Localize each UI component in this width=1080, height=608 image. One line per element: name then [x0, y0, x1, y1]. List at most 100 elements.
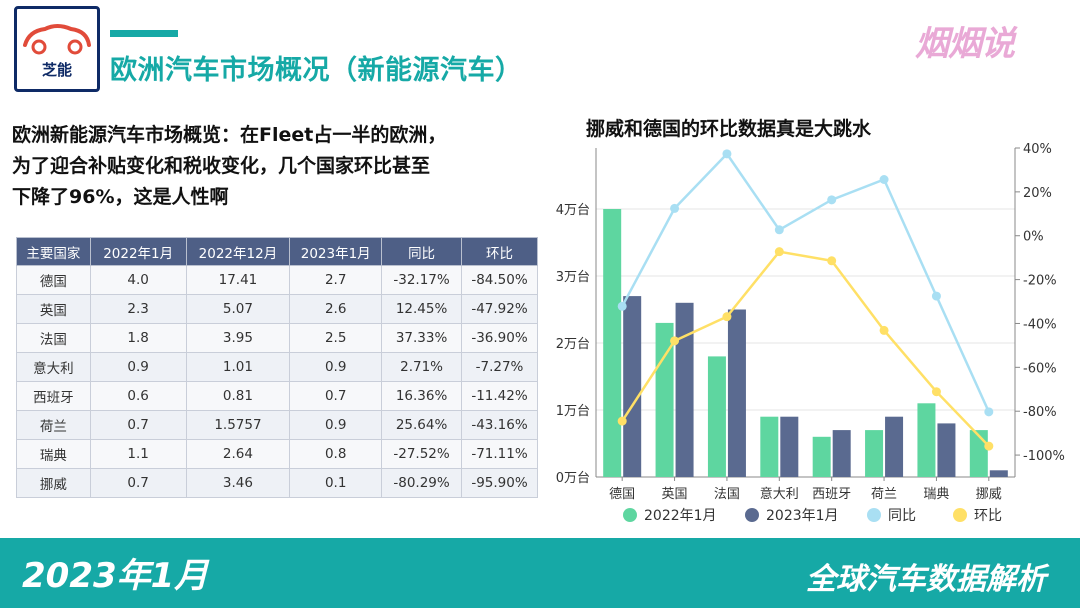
- bar-2022-jan: [760, 416, 779, 477]
- footer-date: 2023年1月: [22, 556, 209, 596]
- table-header-cell: 2022年1月: [89, 237, 187, 266]
- table-cell: 2.6: [289, 294, 383, 324]
- x-tick-label: 瑞典: [923, 487, 949, 502]
- table-cell: 英国: [16, 294, 91, 324]
- table-cell: 0.81: [185, 381, 291, 411]
- table-header-cell: 环比: [461, 237, 538, 266]
- table-cell: 0.9: [89, 352, 187, 382]
- footer-bar: 2023年1月 全球汽车数据解析: [0, 538, 1080, 608]
- table-cell: 2.64: [185, 439, 291, 469]
- x-tick-label: 法国: [714, 487, 740, 502]
- table-cell: -71.11%: [461, 439, 538, 469]
- table-cell: 意大利: [16, 352, 91, 382]
- x-tick-label: 荷兰: [871, 487, 897, 502]
- table-header-row: 主要国家 2022年1月 2022年12月 2023年1月 同比 环比: [16, 237, 538, 266]
- y-right-tick-label: -60%: [1023, 361, 1057, 376]
- legend-label: 环比: [974, 508, 1002, 524]
- table-cell: 0.9: [289, 410, 383, 440]
- table-cell: 12.45%: [381, 294, 463, 324]
- bar-2023-jan: [623, 296, 642, 477]
- bar-2023-jan: [885, 416, 904, 477]
- table-cell: 5.07: [185, 294, 291, 324]
- y-left-tick-label: 0万台: [556, 471, 590, 486]
- point-mom: [931, 387, 941, 397]
- point-yoy: [827, 195, 837, 205]
- table-cell: -7.27%: [461, 352, 538, 382]
- intro-line: 欧洲新能源汽车市场概览：在Fleet占一半的欧洲，: [12, 124, 447, 146]
- legend-label: 同比: [888, 508, 916, 524]
- table-cell: 0.9: [289, 352, 383, 382]
- table-cell: 0.7: [89, 410, 187, 440]
- line-yoy: [621, 151, 990, 413]
- point-mom: [617, 416, 627, 426]
- table-cell: 西班牙: [16, 381, 91, 411]
- table-cell: 3.95: [185, 323, 291, 353]
- point-mom: [827, 256, 837, 266]
- table-cell: 德国: [16, 265, 91, 295]
- table-cell: 4.0: [89, 265, 187, 295]
- y-left-tick-label: 3万台: [556, 270, 590, 285]
- y-left-tick-label: 1万台: [556, 404, 590, 419]
- table-row: 德国 4.0 17.41 2.7 -32.17% -84.50%: [16, 265, 538, 295]
- bar-2022-jan: [865, 430, 884, 477]
- table-header-cell: 同比: [381, 237, 463, 266]
- chart-title: 挪威和德国的环比数据真是大跳水: [586, 118, 872, 140]
- point-mom: [774, 247, 784, 257]
- table-row: 瑞典 1.1 2.64 0.8 -27.52% -71.11%: [16, 439, 538, 469]
- legend-label: 2023年1月: [766, 508, 839, 524]
- bar-2023-jan: [937, 423, 956, 477]
- bar-2023-jan: [727, 309, 746, 477]
- legend-marker: [867, 508, 881, 522]
- table-cell: 2.7: [289, 265, 383, 295]
- table-cell: -47.92%: [461, 294, 538, 324]
- y-right-tick-label: -80%: [1023, 405, 1057, 420]
- table-cell: 法国: [16, 323, 91, 353]
- table-row: 英国 2.3 5.07 2.6 12.45% -47.92%: [16, 294, 538, 324]
- bar-2023-jan: [675, 302, 694, 477]
- y-right-tick-label: 40%: [1023, 142, 1052, 157]
- table-cell: 0.7: [289, 381, 383, 411]
- point-mom: [879, 325, 889, 335]
- point-yoy: [617, 301, 627, 311]
- intro-text: 欧洲新能源汽车市场概览：在Fleet占一半的欧洲， 为了迎合补贴变化和税收变化，…: [12, 120, 522, 213]
- table-cell: 37.33%: [381, 323, 463, 353]
- y-right-tick-label: -40%: [1023, 317, 1057, 332]
- table-cell: -43.16%: [461, 410, 538, 440]
- bar-2022-jan: [707, 356, 726, 477]
- table-cell: 2.71%: [381, 352, 463, 382]
- x-tick-label: 英国: [662, 487, 688, 502]
- table-cell: 1.1: [89, 439, 187, 469]
- logo: 芝能: [14, 6, 100, 92]
- table-header-cell: 2022年12月: [185, 237, 291, 266]
- car-logo-icon: [23, 24, 91, 55]
- table-cell: 16.36%: [381, 381, 463, 411]
- bar-2023-jan: [832, 430, 851, 477]
- point-yoy: [722, 149, 732, 159]
- point-mom: [984, 441, 994, 451]
- combo-chart: 0万台 1万台 2万台 3万台 4万台 -100% -80% -60% -40% -20% 0% 20…: [556, 142, 1065, 524]
- intro-line: 为了迎合补贴变化和税收变化，几个国家环比甚至: [12, 155, 431, 177]
- page-title: 欧洲汽车市场概况（新能源汽车）: [110, 55, 523, 86]
- line-mom: [621, 250, 990, 447]
- y-right-tick-label: 20%: [1023, 186, 1052, 201]
- y-right-tick-label: -20%: [1023, 274, 1057, 289]
- table-row: 挪威 0.7 3.46 0.1 -80.29% -95.90%: [16, 468, 538, 498]
- table-row: 荷兰 0.7 1.5757 0.9 25.64% -43.16%: [16, 410, 538, 440]
- bar-2022-jan: [603, 209, 622, 477]
- table-cell: 0.8: [289, 439, 383, 469]
- point-yoy: [670, 203, 680, 213]
- table-cell: 0.6: [89, 381, 187, 411]
- bar-2022-jan: [917, 403, 936, 477]
- point-yoy: [879, 174, 889, 184]
- legend-marker: [953, 508, 967, 522]
- table-row: 意大利 0.9 1.01 0.9 2.71% -7.27%: [16, 352, 538, 382]
- table-cell: 1.8: [89, 323, 187, 353]
- y-left-tick-label: 4万台: [556, 203, 590, 218]
- table-cell: 1.5757: [185, 410, 291, 440]
- point-mom: [722, 312, 732, 322]
- x-tick-label: 挪威: [976, 487, 1002, 502]
- table-cell: 1.01: [185, 352, 291, 382]
- table-cell: -84.50%: [461, 265, 538, 295]
- x-tick-label: 意大利: [760, 486, 799, 502]
- table-cell: 2.5: [289, 323, 383, 353]
